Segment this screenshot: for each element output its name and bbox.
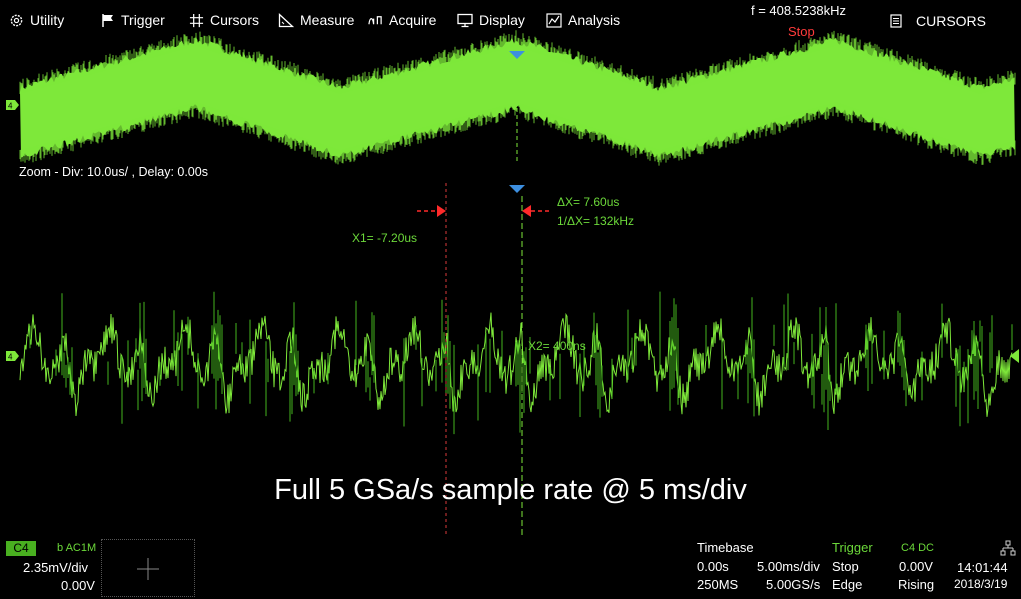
cursor-x2-arrow[interactable]	[522, 205, 531, 217]
monitor-icon	[457, 13, 473, 27]
menu-utility[interactable]: Utility	[9, 12, 64, 28]
acquire-icon	[368, 15, 382, 24]
memory-depth: 250MS	[697, 577, 739, 592]
channel-badge[interactable]: C4	[6, 541, 36, 556]
cursor-delta-x: ΔX= 7.60us	[557, 195, 620, 209]
zoom-waveform	[19, 291, 1013, 435]
timebase-scale[interactable]: 5.00ms/div	[757, 559, 820, 574]
menu-cursors-label: Cursors	[210, 12, 260, 28]
cursor-x1-readout: X1= -7.20us	[352, 231, 418, 245]
menu-acquire-label: Acquire	[389, 12, 437, 28]
zoom-info: Zoom - Div: 10.0us/ , Delay: 0.00s	[19, 165, 208, 179]
ch4-level-marker-zoom[interactable]: 4	[6, 351, 19, 362]
channel-scale[interactable]: 2.35mV/div	[23, 560, 89, 575]
menu-display-label: Display	[479, 12, 525, 28]
flag-icon	[102, 13, 113, 27]
analysis-icon	[546, 12, 562, 28]
cursor-inverse-delta-x: 1/ΔX= 132kHz	[557, 214, 635, 228]
svg-text:4: 4	[8, 353, 13, 362]
trigger-slope[interactable]: Rising	[898, 577, 935, 592]
menu-measure[interactable]: Measure	[278, 12, 354, 28]
trigger-level[interactable]: 0.00V	[899, 559, 933, 574]
menu-trigger-label: Trigger	[121, 12, 165, 28]
ruler-icon	[278, 12, 294, 27]
menu-analysis[interactable]: Analysis	[546, 12, 620, 28]
trigger-position-marker-zoom[interactable]	[509, 185, 525, 193]
usb-icon	[1000, 540, 1016, 559]
svg-text:4: 4	[8, 102, 13, 111]
menu-acquire[interactable]: Acquire	[368, 12, 436, 28]
sample-rate: 5.00GS/s	[766, 577, 821, 592]
cursors-panel-button[interactable]: CURSORS	[890, 13, 986, 29]
zoom-waveform-noise	[29, 291, 1013, 435]
trigger-type[interactable]: Edge	[832, 577, 863, 592]
crosshair-icon	[137, 558, 159, 580]
crosshair-grid-icon	[189, 13, 204, 27]
clock-time: 14:01:44	[957, 560, 1008, 575]
menu-cursors[interactable]: Cursors	[189, 12, 259, 28]
gear-icon	[10, 14, 23, 26]
status-bar: C4 b AC1M 2.35mV/div 0.00V Timebase 0.00…	[0, 536, 1021, 599]
trigger-position-marker-main[interactable]	[509, 51, 525, 59]
cursor-x2-readout: X2= 400ns	[528, 339, 586, 353]
list-icon	[890, 14, 902, 28]
timebase-delay[interactable]: 0.00s	[697, 559, 729, 574]
menu-utility-label: Utility	[30, 12, 65, 28]
menu-measure-label: Measure	[300, 12, 355, 28]
annotation-caption: Full 5 GSa/s sample rate @ 5 ms/div	[274, 474, 747, 506]
cursor-x1-arrow[interactable]	[437, 205, 446, 217]
main-waveform-noise	[19, 30, 1016, 166]
run-state[interactable]: Stop	[788, 24, 815, 39]
trigger-source: C4 DC	[901, 542, 935, 554]
trigger-level-marker[interactable]	[1010, 349, 1019, 363]
menu-display[interactable]: Display	[457, 12, 525, 28]
cursors-panel-label: CURSORS	[916, 13, 987, 29]
clock-date: 2018/3/19	[954, 577, 1008, 591]
trigger-state: Stop	[832, 559, 859, 574]
zoom-waveform-trace	[19, 312, 1013, 417]
channel-coupling: b AC1M	[57, 542, 97, 554]
ch4-level-marker-main[interactable]: 4	[6, 100, 19, 111]
menu-bar: Utility Trigger Cursors Measure Acquire …	[0, 0, 1021, 42]
trigger-header: Trigger	[832, 540, 873, 555]
navigator-box[interactable]	[101, 539, 195, 597]
menu-analysis-label: Analysis	[568, 12, 621, 28]
frequency-readout: f = 408.5238kHz	[751, 3, 847, 18]
timebase-header: Timebase	[697, 540, 754, 555]
menu-trigger[interactable]: Trigger	[101, 12, 165, 28]
channel-offset[interactable]: 0.00V	[61, 578, 95, 593]
